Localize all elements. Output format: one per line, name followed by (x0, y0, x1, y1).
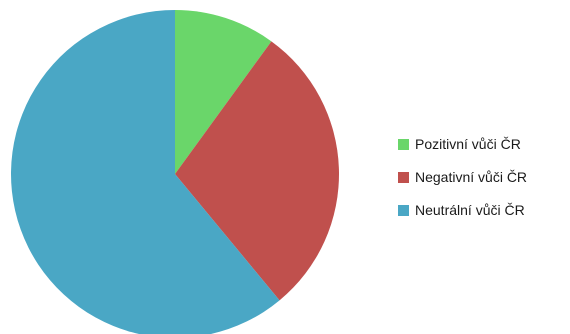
pie-slice-positive (175, 10, 272, 174)
pie-slice-negative (175, 41, 339, 301)
legend: Pozitivní vůči ČR Negativní vůči ČR Neut… (398, 136, 527, 218)
legend-item-positive: Pozitivní vůči ČR (398, 136, 527, 152)
legend-item-negative: Negativní vůči ČR (398, 169, 527, 185)
legend-swatch-positive (398, 138, 409, 150)
legend-swatch-neutral (398, 204, 409, 216)
legend-label-neutral: Neutrální vůči ČR (415, 202, 525, 218)
pie-slice-neutral (11, 10, 280, 334)
legend-swatch-negative (398, 171, 409, 183)
legend-label-positive: Pozitivní vůči ČR (415, 136, 521, 152)
legend-label-negative: Negativní vůči ČR (415, 169, 528, 185)
legend-item-neutral: Neutrální vůči ČR (398, 202, 527, 218)
